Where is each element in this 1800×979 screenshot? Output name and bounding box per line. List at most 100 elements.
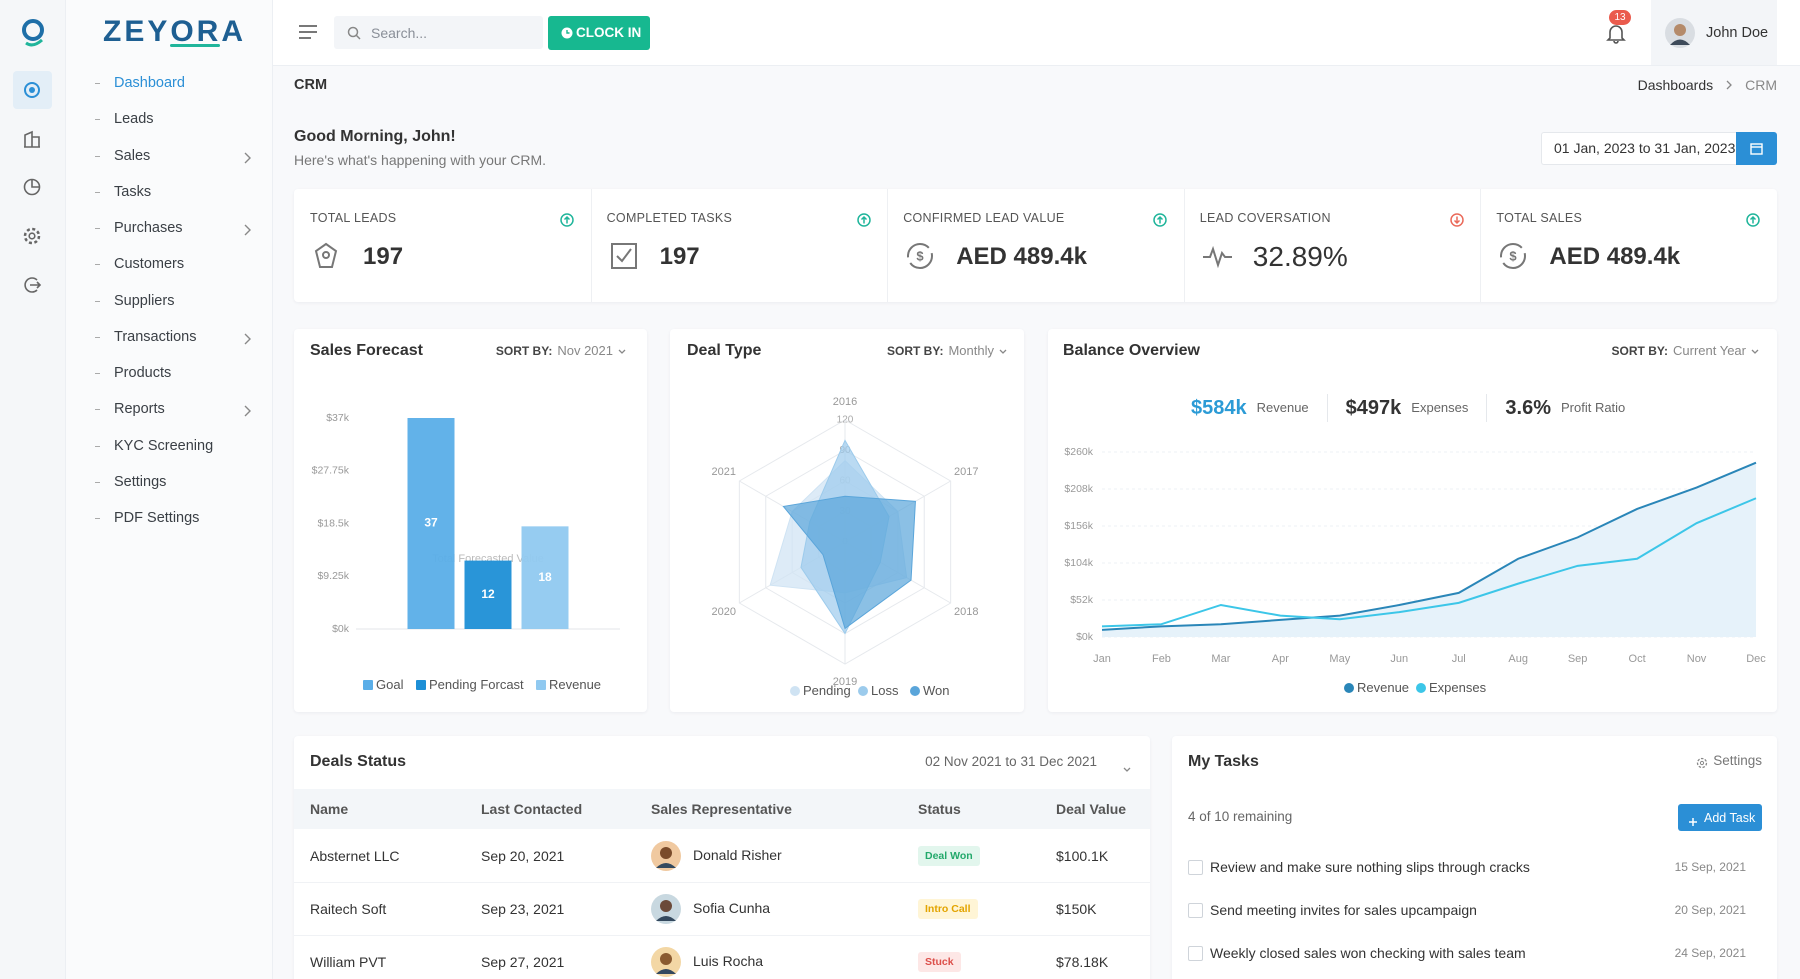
sort-chevron: [999, 341, 1007, 361]
stat-icon: [1202, 241, 1234, 279]
stat-label: LEAD COVERSATION: [1199, 211, 1331, 225]
range-chevron: [1123, 759, 1131, 779]
sort-control[interactable]: SORT BY: Monthly: [887, 341, 1007, 361]
stat-icon: [609, 241, 641, 279]
nav-bullet: [95, 481, 100, 483]
nav-bullet: [95, 409, 100, 411]
nav-item[interactable]: Purchases: [114, 220, 183, 236]
nav-item[interactable]: Suppliers: [114, 292, 175, 309]
status-badge: Deal Won: [918, 846, 980, 866]
task-date: 15 Sep, 2021: [1674, 860, 1746, 874]
card-title: My Tasks: [1188, 753, 1259, 770]
stat-label: TOTAL LEADS: [310, 211, 397, 225]
summary-value: $497k: [1345, 397, 1402, 419]
logo-icon: [22, 19, 44, 47]
nav-bullet: [95, 83, 100, 84]
breadcrumb: Dashboards CRM: [1638, 75, 1777, 95]
stats-card: [294, 189, 1777, 302]
nav-item[interactable]: Customers: [114, 256, 185, 273]
tasks-settings[interactable]: Settings: [1713, 753, 1762, 768]
task-checkbox[interactable]: [1188, 860, 1203, 875]
nav-bullet: [95, 373, 100, 374]
stat-value: 197: [363, 243, 404, 270]
chart-card: [294, 329, 647, 712]
nav-bullet: [95, 119, 100, 121]
stat-divider: [1480, 189, 1482, 302]
tasks-card: [1172, 736, 1777, 979]
nav-item[interactable]: Transactions: [114, 328, 197, 345]
add-task-button[interactable]: [1678, 804, 1762, 831]
table-cell: William PVT: [310, 954, 387, 970]
table-cell: Sep 27, 2021: [481, 954, 565, 970]
column-header: Deal Value: [1056, 801, 1127, 817]
stat-icon: $: [1498, 241, 1530, 279]
nav-item[interactable]: Sales: [114, 147, 151, 164]
deals-range[interactable]: 02 Nov 2021 to 31 Dec 2021: [925, 754, 1097, 769]
sort-control[interactable]: SORT BY: Current Year: [1612, 341, 1759, 361]
date-range-text: 01 Jan, 2023 to 31 Jan, 2023: [1554, 140, 1736, 156]
column-header: Name: [310, 801, 349, 817]
deals-card: [294, 736, 1150, 979]
balance-summary: $584k Revenue $497k Expenses 3.6% Profit Rati…: [1191, 394, 1625, 422]
nav-item[interactable]: Reports: [114, 401, 165, 418]
task-date: 24 Sep, 2021: [1674, 946, 1746, 960]
stat-label: CONFIRMED LEAD VALUE: [903, 211, 1065, 225]
rail-icon[interactable]: [22, 129, 42, 149]
sort-label: SORT BY:: [887, 344, 944, 358]
bell-icon[interactable]: [1605, 22, 1627, 44]
svg-text:$: $: [917, 248, 925, 263]
sort-control[interactable]: SORT BY: Nov 2021: [496, 341, 626, 361]
settings-icon: [1696, 755, 1708, 775]
calendar-button[interactable]: [1736, 132, 1777, 165]
stat-label: COMPLETED TASKS: [606, 211, 733, 225]
stat-icon: [312, 241, 344, 279]
nav-item[interactable]: Dashboard: [114, 75, 185, 91]
breadcrumb-link[interactable]: Dashboards: [1637, 77, 1714, 93]
user-avatar: [1665, 18, 1695, 48]
task-checkbox[interactable]: [1188, 903, 1203, 918]
search-icon: [347, 26, 361, 40]
rep-name: Sofia Cunha: [693, 900, 771, 916]
nav-item[interactable]: Products: [114, 365, 172, 381]
stat-value: AED 489.4k: [956, 243, 1087, 270]
calendar-icon: [1750, 143, 1763, 155]
stat-indicator: [1746, 213, 1761, 233]
summary-label: Profit Ratio: [1560, 400, 1626, 415]
task-text: Weekly closed sales won checking with sa…: [1210, 945, 1526, 961]
nav-chevron: [243, 222, 252, 242]
legend-label: Expenses: [1429, 680, 1487, 695]
task-checkbox[interactable]: [1188, 946, 1203, 961]
stat-value: AED 489.4k: [1549, 243, 1681, 270]
task-text: Send meeting invites for sales upcampaig…: [1210, 902, 1477, 918]
nav-item[interactable]: Leads: [114, 111, 154, 128]
task-text: Review and make sure nothing slips throu…: [1210, 859, 1530, 875]
nav-bullet: [95, 155, 100, 157]
legend-swatch: [363, 680, 373, 690]
rail-icon[interactable]: [22, 177, 42, 197]
nav-chevron: [243, 331, 252, 351]
nav-item[interactable]: Settings: [114, 473, 167, 490]
greeting-subtitle: Here's what's happening with your CRM.: [294, 152, 547, 168]
search-box[interactable]: [334, 16, 543, 49]
greeting-title: Good Morning, John!: [294, 128, 456, 145]
nav-item[interactable]: Tasks: [114, 183, 152, 200]
stat-divider: [1183, 189, 1185, 302]
row-divider: [294, 935, 1150, 936]
table-cell: $150K: [1056, 901, 1097, 917]
menu-toggle[interactable]: [298, 24, 318, 40]
brand: ZEYORA: [103, 15, 247, 48]
legend-swatch: [536, 680, 546, 690]
date-range[interactable]: [1541, 132, 1736, 165]
chart-title: Deal Type: [687, 342, 762, 359]
row-divider: [294, 882, 1150, 883]
clock-in-label: CLOCK IN: [576, 25, 642, 40]
rail-icon[interactable]: [22, 275, 42, 295]
rail-icon[interactable]: [22, 80, 42, 100]
nav-item[interactable]: PDF Settings: [114, 510, 200, 526]
rail-icon[interactable]: [22, 226, 42, 246]
nav-item[interactable]: KYC Screening: [114, 437, 214, 454]
legend-swatch: [858, 686, 868, 696]
icon-rail: [0, 0, 66, 979]
plus-icon: [1688, 813, 1698, 833]
